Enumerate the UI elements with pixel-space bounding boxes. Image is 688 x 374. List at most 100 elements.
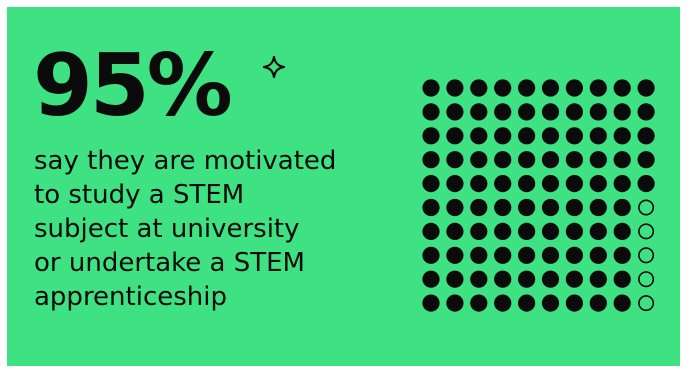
filled-dot bbox=[589, 294, 607, 312]
filled-dot bbox=[637, 175, 655, 193]
filled-dot bbox=[541, 222, 560, 240]
empty-dot bbox=[638, 295, 655, 312]
filled-dot bbox=[589, 151, 607, 169]
filled-dot bbox=[589, 127, 607, 145]
filled-dot bbox=[494, 270, 512, 288]
filled-dot bbox=[541, 175, 560, 193]
filled-dot bbox=[518, 246, 536, 264]
filled-dot bbox=[565, 222, 583, 240]
filled-dot bbox=[446, 79, 464, 97]
filled-dot bbox=[613, 175, 631, 193]
filled-dot bbox=[637, 103, 655, 121]
filled-dot bbox=[422, 79, 440, 97]
filled-dot bbox=[470, 103, 488, 121]
filled-dot bbox=[470, 127, 488, 145]
filled-dot bbox=[589, 175, 607, 193]
filled-dot bbox=[565, 270, 583, 288]
empty-dot bbox=[638, 199, 655, 216]
filled-dot bbox=[518, 294, 536, 312]
description-line: say they are motivated bbox=[34, 146, 337, 176]
description-line: subject at university bbox=[34, 214, 300, 244]
empty-dot bbox=[638, 223, 655, 240]
filled-dot bbox=[613, 127, 631, 145]
filled-dot bbox=[422, 127, 440, 145]
stat-value: 95% bbox=[33, 36, 233, 136]
filled-dot bbox=[422, 222, 440, 240]
filled-dot bbox=[494, 246, 512, 264]
filled-dot bbox=[589, 246, 607, 264]
filled-dot bbox=[446, 198, 464, 217]
filled-dot bbox=[565, 127, 583, 145]
filled-dot bbox=[637, 79, 655, 97]
filled-dot bbox=[470, 294, 488, 312]
filled-dot bbox=[446, 222, 464, 240]
filled-dot bbox=[565, 246, 583, 264]
filled-dot bbox=[518, 270, 536, 288]
stat-description: say they are motivated to study a STEM s… bbox=[34, 144, 394, 314]
filled-dot bbox=[518, 175, 536, 193]
filled-dot bbox=[541, 127, 560, 145]
filled-dot bbox=[494, 103, 512, 121]
filled-dot bbox=[589, 222, 607, 240]
filled-dot bbox=[589, 198, 607, 217]
filled-dot bbox=[470, 246, 488, 264]
filled-dot bbox=[518, 103, 536, 121]
filled-dot bbox=[470, 151, 488, 169]
filled-dot bbox=[422, 294, 440, 312]
filled-dot bbox=[494, 198, 512, 217]
description-line: apprenticeship bbox=[34, 282, 227, 312]
filled-dot bbox=[565, 151, 583, 169]
description-line: or undertake a STEM bbox=[34, 248, 305, 278]
empty-dot bbox=[638, 271, 655, 288]
filled-dot bbox=[518, 198, 536, 217]
filled-dot bbox=[637, 151, 655, 169]
filled-dot bbox=[470, 222, 488, 240]
filled-dot bbox=[470, 175, 488, 193]
waffle-chart bbox=[422, 79, 655, 312]
filled-dot bbox=[589, 79, 607, 97]
filled-dot bbox=[446, 246, 464, 264]
filled-dot bbox=[613, 198, 631, 217]
filled-dot bbox=[494, 151, 512, 169]
filled-dot bbox=[613, 151, 631, 169]
description-line: to study a STEM bbox=[34, 180, 245, 210]
filled-dot bbox=[470, 198, 488, 217]
filled-dot bbox=[565, 79, 583, 97]
filled-dot bbox=[422, 103, 440, 121]
filled-dot bbox=[565, 175, 583, 193]
sparkle-icon bbox=[262, 55, 286, 79]
filled-dot bbox=[613, 270, 631, 288]
filled-dot bbox=[565, 103, 583, 121]
filled-dot bbox=[589, 103, 607, 121]
filled-dot bbox=[422, 198, 440, 217]
filled-dot bbox=[446, 151, 464, 169]
filled-dot bbox=[518, 127, 536, 145]
filled-dot bbox=[446, 270, 464, 288]
filled-dot bbox=[494, 222, 512, 240]
filled-dot bbox=[494, 79, 512, 97]
filled-dot bbox=[446, 127, 464, 145]
filled-dot bbox=[541, 79, 560, 97]
filled-dot bbox=[446, 103, 464, 121]
filled-dot bbox=[422, 151, 440, 169]
filled-dot bbox=[541, 151, 560, 169]
filled-dot bbox=[613, 79, 631, 97]
filled-dot bbox=[541, 198, 560, 217]
filled-dot bbox=[494, 127, 512, 145]
empty-dot bbox=[638, 247, 655, 264]
filled-dot bbox=[637, 127, 655, 145]
filled-dot bbox=[422, 270, 440, 288]
filled-dot bbox=[518, 222, 536, 240]
filled-dot bbox=[446, 175, 464, 193]
filled-dot bbox=[565, 294, 583, 312]
filled-dot bbox=[518, 79, 536, 97]
filled-dot bbox=[470, 79, 488, 97]
filled-dot bbox=[565, 198, 583, 217]
filled-dot bbox=[518, 151, 536, 169]
filled-dot bbox=[494, 294, 512, 312]
filled-dot bbox=[470, 270, 488, 288]
filled-dot bbox=[613, 103, 631, 121]
filled-dot bbox=[494, 175, 512, 193]
filled-dot bbox=[613, 222, 631, 240]
filled-dot bbox=[422, 246, 440, 264]
